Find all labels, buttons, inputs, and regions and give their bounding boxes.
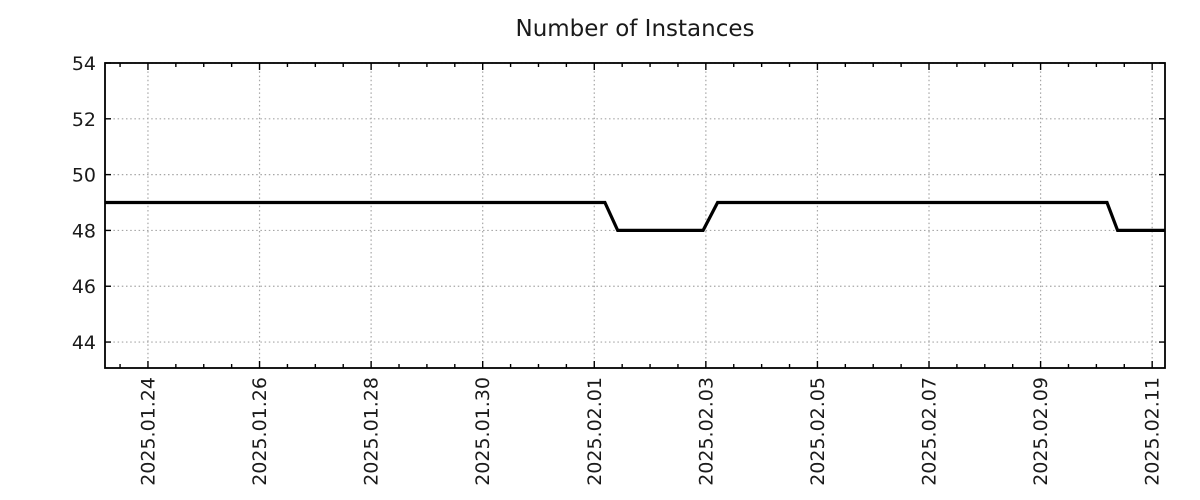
x-tick-label: 2025.02.03	[695, 377, 717, 486]
x-tick-label: 2025.02.09	[1030, 377, 1052, 486]
x-tick-label: 2025.01.28	[361, 377, 383, 486]
y-tick-label: 48	[72, 220, 96, 242]
x-tick-label: 2025.02.07	[919, 377, 941, 486]
y-tick-label: 54	[72, 53, 96, 75]
x-tick-label: 2025.01.30	[472, 377, 494, 486]
x-tick-label: 2025.01.26	[249, 377, 271, 486]
data-line-instances	[105, 200, 1165, 232]
y-tick-label: 50	[72, 165, 96, 187]
y-tick-label: 52	[72, 109, 96, 131]
chart-title: Number of Instances	[515, 16, 755, 42]
y-tick-label: 46	[72, 276, 96, 298]
x-tick-label: 2025.02.01	[584, 377, 606, 486]
plot-border	[104, 62, 1166, 369]
x-tick-label: 2025.02.11	[1142, 377, 1164, 486]
y-tick-label: 44	[72, 332, 96, 354]
x-tick-label: 2025.01.24	[137, 377, 159, 486]
x-tick-label: 2025.02.05	[807, 377, 829, 486]
